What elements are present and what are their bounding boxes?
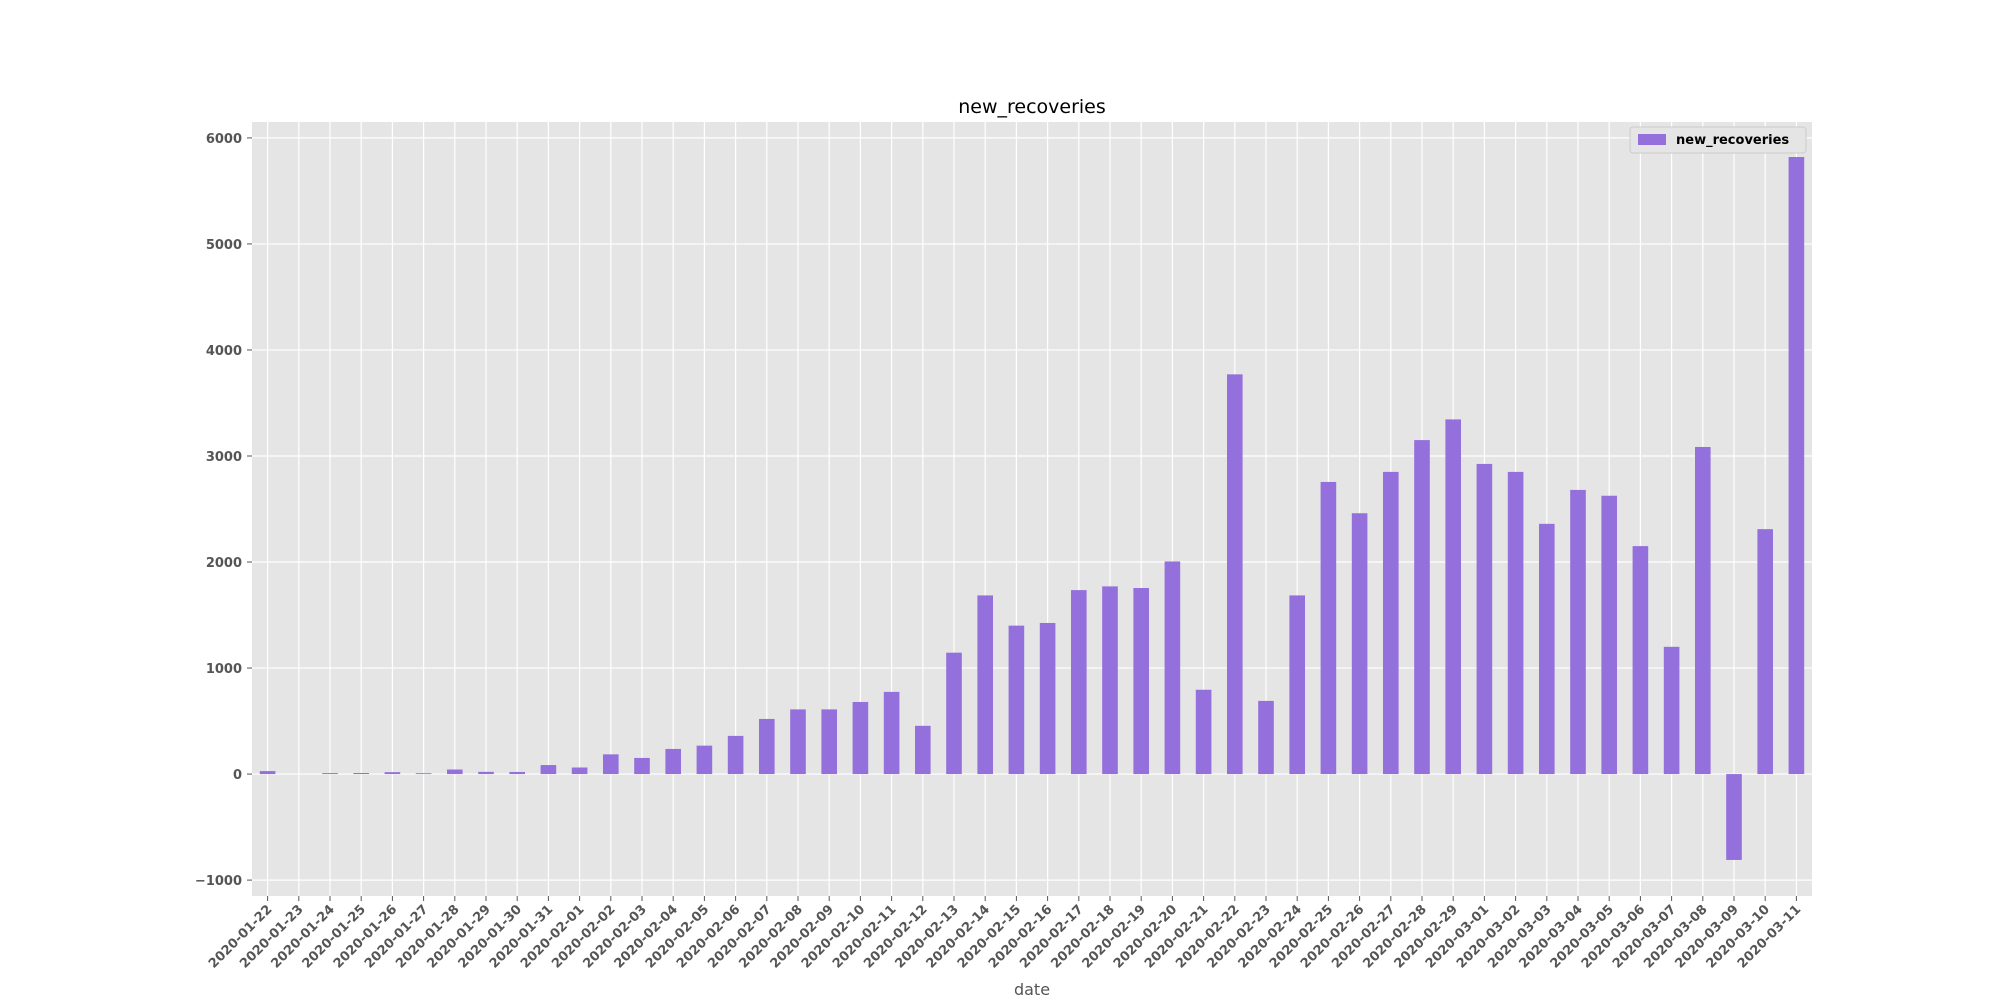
bar-2020-03-02 <box>1507 471 1524 775</box>
bar-2020-02-02 <box>603 754 619 775</box>
bar-2020-03-09 <box>1726 774 1742 860</box>
y-axis-ticks: −1000 0 1000 2000 3000 4000 5000 6000 <box>195 132 252 889</box>
bar-2020-02-04 <box>665 748 681 775</box>
bars <box>259 156 1805 860</box>
bar-2020-02-03 <box>634 757 650 775</box>
y-tick-label: 5000 <box>206 238 242 253</box>
y-tick-label: 1000 <box>206 662 242 677</box>
bar-2020-03-06 <box>1632 546 1649 775</box>
bar-2020-02-25 <box>1320 481 1337 775</box>
bar-2020-02-22 <box>1227 374 1243 775</box>
bar-2020-02-20 <box>1164 561 1181 775</box>
bar-2020-02-14 <box>977 595 993 775</box>
bar-2020-03-11 <box>1788 156 1805 775</box>
bar-2020-02-28 <box>1414 440 1430 775</box>
bar-2020-02-07 <box>759 718 775 775</box>
legend-label: new_recoveries <box>1676 133 1789 148</box>
bar-2020-02-26 <box>1351 513 1368 775</box>
legend: new_recoveries <box>1629 126 1807 154</box>
bar-2020-01-29 <box>478 771 494 775</box>
bar-2020-01-30 <box>509 771 525 775</box>
x-axis-title: date <box>1014 980 1050 999</box>
bar-2020-03-04 <box>1570 489 1586 775</box>
y-tick-label: 4000 <box>206 344 242 359</box>
y-tick-label: 0 <box>233 768 242 783</box>
bar-2020-02-15 <box>1008 625 1025 775</box>
bar-2020-02-05 <box>696 745 713 775</box>
bar-2020-02-18 <box>1102 586 1118 775</box>
y-tick-label: 6000 <box>206 132 242 147</box>
bar-2020-01-22 <box>259 771 276 775</box>
bar-2020-02-10 <box>852 701 869 775</box>
bar-2020-03-01 <box>1476 463 1493 775</box>
bar-2020-03-10 <box>1757 529 1773 775</box>
bar-2020-03-05 <box>1601 495 1617 775</box>
bar-2020-01-25 <box>353 773 369 775</box>
bar-2020-02-09 <box>821 709 837 775</box>
legend-box <box>1629 126 1807 154</box>
bar-2020-02-06 <box>727 735 744 775</box>
bar-2020-02-24 <box>1289 595 1305 775</box>
bar-2020-01-24 <box>322 773 338 775</box>
bar-2020-01-31 <box>540 765 557 775</box>
bar-2020-02-17 <box>1071 590 1087 775</box>
bar-2020-02-23 <box>1258 700 1274 775</box>
bar-2020-02-11 <box>883 691 900 775</box>
bar-2020-02-27 <box>1383 471 1399 775</box>
bar-2020-01-27 <box>415 773 432 775</box>
bar-2020-03-08 <box>1695 446 1711 775</box>
bar-2020-02-08 <box>790 709 806 775</box>
bar-2020-02-21 <box>1195 689 1212 775</box>
bar-2020-02-13 <box>946 652 962 775</box>
x-axis-ticks: 2020-01-222020-01-232020-01-242020-01-25… <box>206 896 1804 972</box>
chart-title: new_recoveries <box>958 96 1106 118</box>
y-tick-label: 2000 <box>206 556 242 571</box>
y-tick-label: 3000 <box>206 450 242 465</box>
bar-2020-01-26 <box>384 772 401 775</box>
bar-2020-01-28 <box>447 769 463 775</box>
bar-2020-03-03 <box>1539 523 1555 775</box>
bar-2020-02-01 <box>571 767 588 775</box>
bar-2020-03-07 <box>1663 646 1680 775</box>
bar-2020-02-16 <box>1039 622 1056 775</box>
bar-2020-02-12 <box>915 725 931 775</box>
y-tick-label: −1000 <box>195 874 242 889</box>
bar-2020-02-29 <box>1445 419 1461 775</box>
legend-swatch <box>1638 134 1666 145</box>
bar-2020-02-19 <box>1133 587 1149 775</box>
